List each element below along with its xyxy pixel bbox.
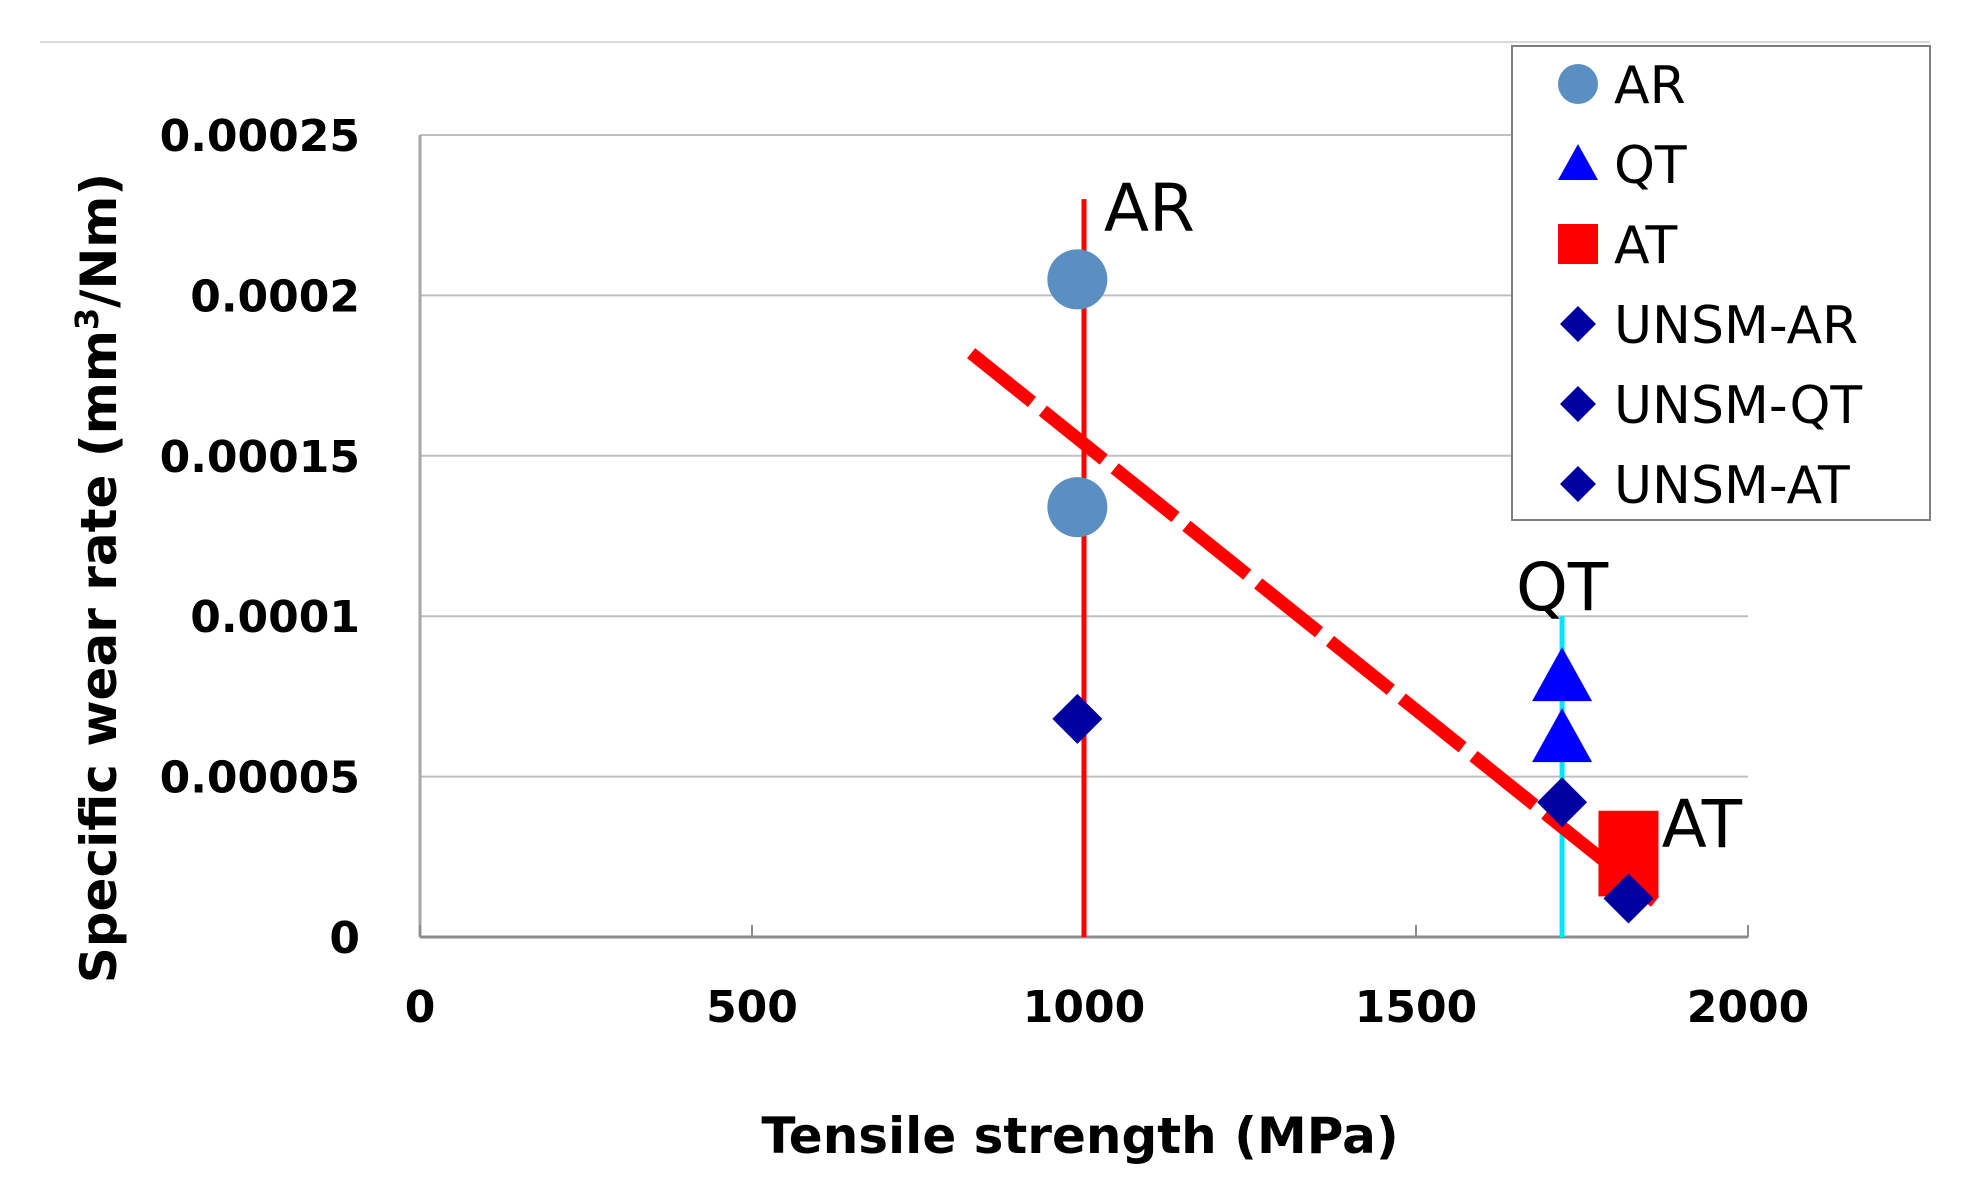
data-points bbox=[1047, 249, 1659, 924]
legend-label-unsm-at: UNSM-AT bbox=[1614, 456, 1850, 516]
x-tick-label: 1000 bbox=[1023, 982, 1145, 1033]
y-axis-title-main: Specific wear rate (mm bbox=[70, 330, 128, 983]
reference-lines bbox=[1081, 199, 1565, 937]
legend-marker-unsm-qt bbox=[1560, 386, 1596, 422]
y-tick-label: 0.0001 bbox=[190, 592, 360, 643]
trend-line bbox=[967, 348, 1660, 907]
legend-label-qt: QT bbox=[1614, 136, 1687, 196]
y-tick-label: 0.00025 bbox=[160, 111, 360, 162]
legend-label-unsm-qt: UNSM-QT bbox=[1614, 376, 1862, 436]
legend-label-at: AT bbox=[1614, 216, 1678, 276]
point-qt bbox=[1532, 647, 1593, 702]
annotations: AR QT AT bbox=[1104, 170, 1743, 863]
annotation-qt: QT bbox=[1516, 549, 1609, 626]
x-tick-label: 500 bbox=[706, 982, 798, 1033]
y-axis-title-superscript: 3 bbox=[68, 308, 106, 330]
point-ar bbox=[1047, 477, 1108, 538]
y-axis-title-tail: /Nm) bbox=[70, 173, 128, 308]
trend-line-group bbox=[967, 348, 1660, 907]
y-tick-label: 0.00005 bbox=[160, 753, 360, 804]
legend-marker-ar bbox=[1558, 64, 1598, 104]
legend-marker-at bbox=[1558, 224, 1598, 264]
legend-marker-qt bbox=[1558, 144, 1598, 180]
legend-box bbox=[1511, 45, 1931, 521]
legend: AR QT AT UNSM-AR UNSM-QT UNSM-AT bbox=[1511, 45, 1931, 521]
y-tick-label: 0.0002 bbox=[190, 271, 360, 322]
y-tick-labels: 0 0.00005 0.0001 0.00015 0.0002 0.00025 bbox=[160, 111, 360, 964]
legend-marker-unsm-at bbox=[1560, 466, 1596, 502]
plot-area: AR QT AT bbox=[418, 134, 1749, 939]
x-tick-label: 0 bbox=[405, 982, 436, 1033]
point-unsm-ar bbox=[1052, 693, 1103, 744]
point-unsm-qt bbox=[1537, 777, 1588, 828]
legend-items: AR QT AT UNSM-AR UNSM-QT UNSM-AT bbox=[1558, 56, 1862, 516]
annotation-ar: AR bbox=[1104, 170, 1195, 247]
x-tick-label: 1500 bbox=[1355, 982, 1477, 1033]
point-unsm-at bbox=[1603, 873, 1654, 924]
annotation-at: AT bbox=[1662, 786, 1743, 863]
point-qt bbox=[1532, 708, 1593, 763]
x-tick-labels: 0 500 1000 1500 2000 bbox=[405, 982, 1810, 1033]
y-tick-label: 0.00015 bbox=[160, 432, 360, 483]
legend-label-ar: AR bbox=[1614, 56, 1686, 116]
x-axis-title: Tensile strength (MPa) bbox=[761, 1107, 1398, 1165]
y-axis-title: Specific wear rate (mm3/Nm) bbox=[68, 173, 128, 984]
point-ar bbox=[1047, 249, 1108, 310]
legend-label-unsm-ar: UNSM-AR bbox=[1614, 296, 1858, 356]
legend-marker-unsm-ar bbox=[1560, 306, 1596, 342]
x-tick-label: 2000 bbox=[1687, 982, 1809, 1033]
y-tick-label: 0 bbox=[329, 913, 360, 964]
